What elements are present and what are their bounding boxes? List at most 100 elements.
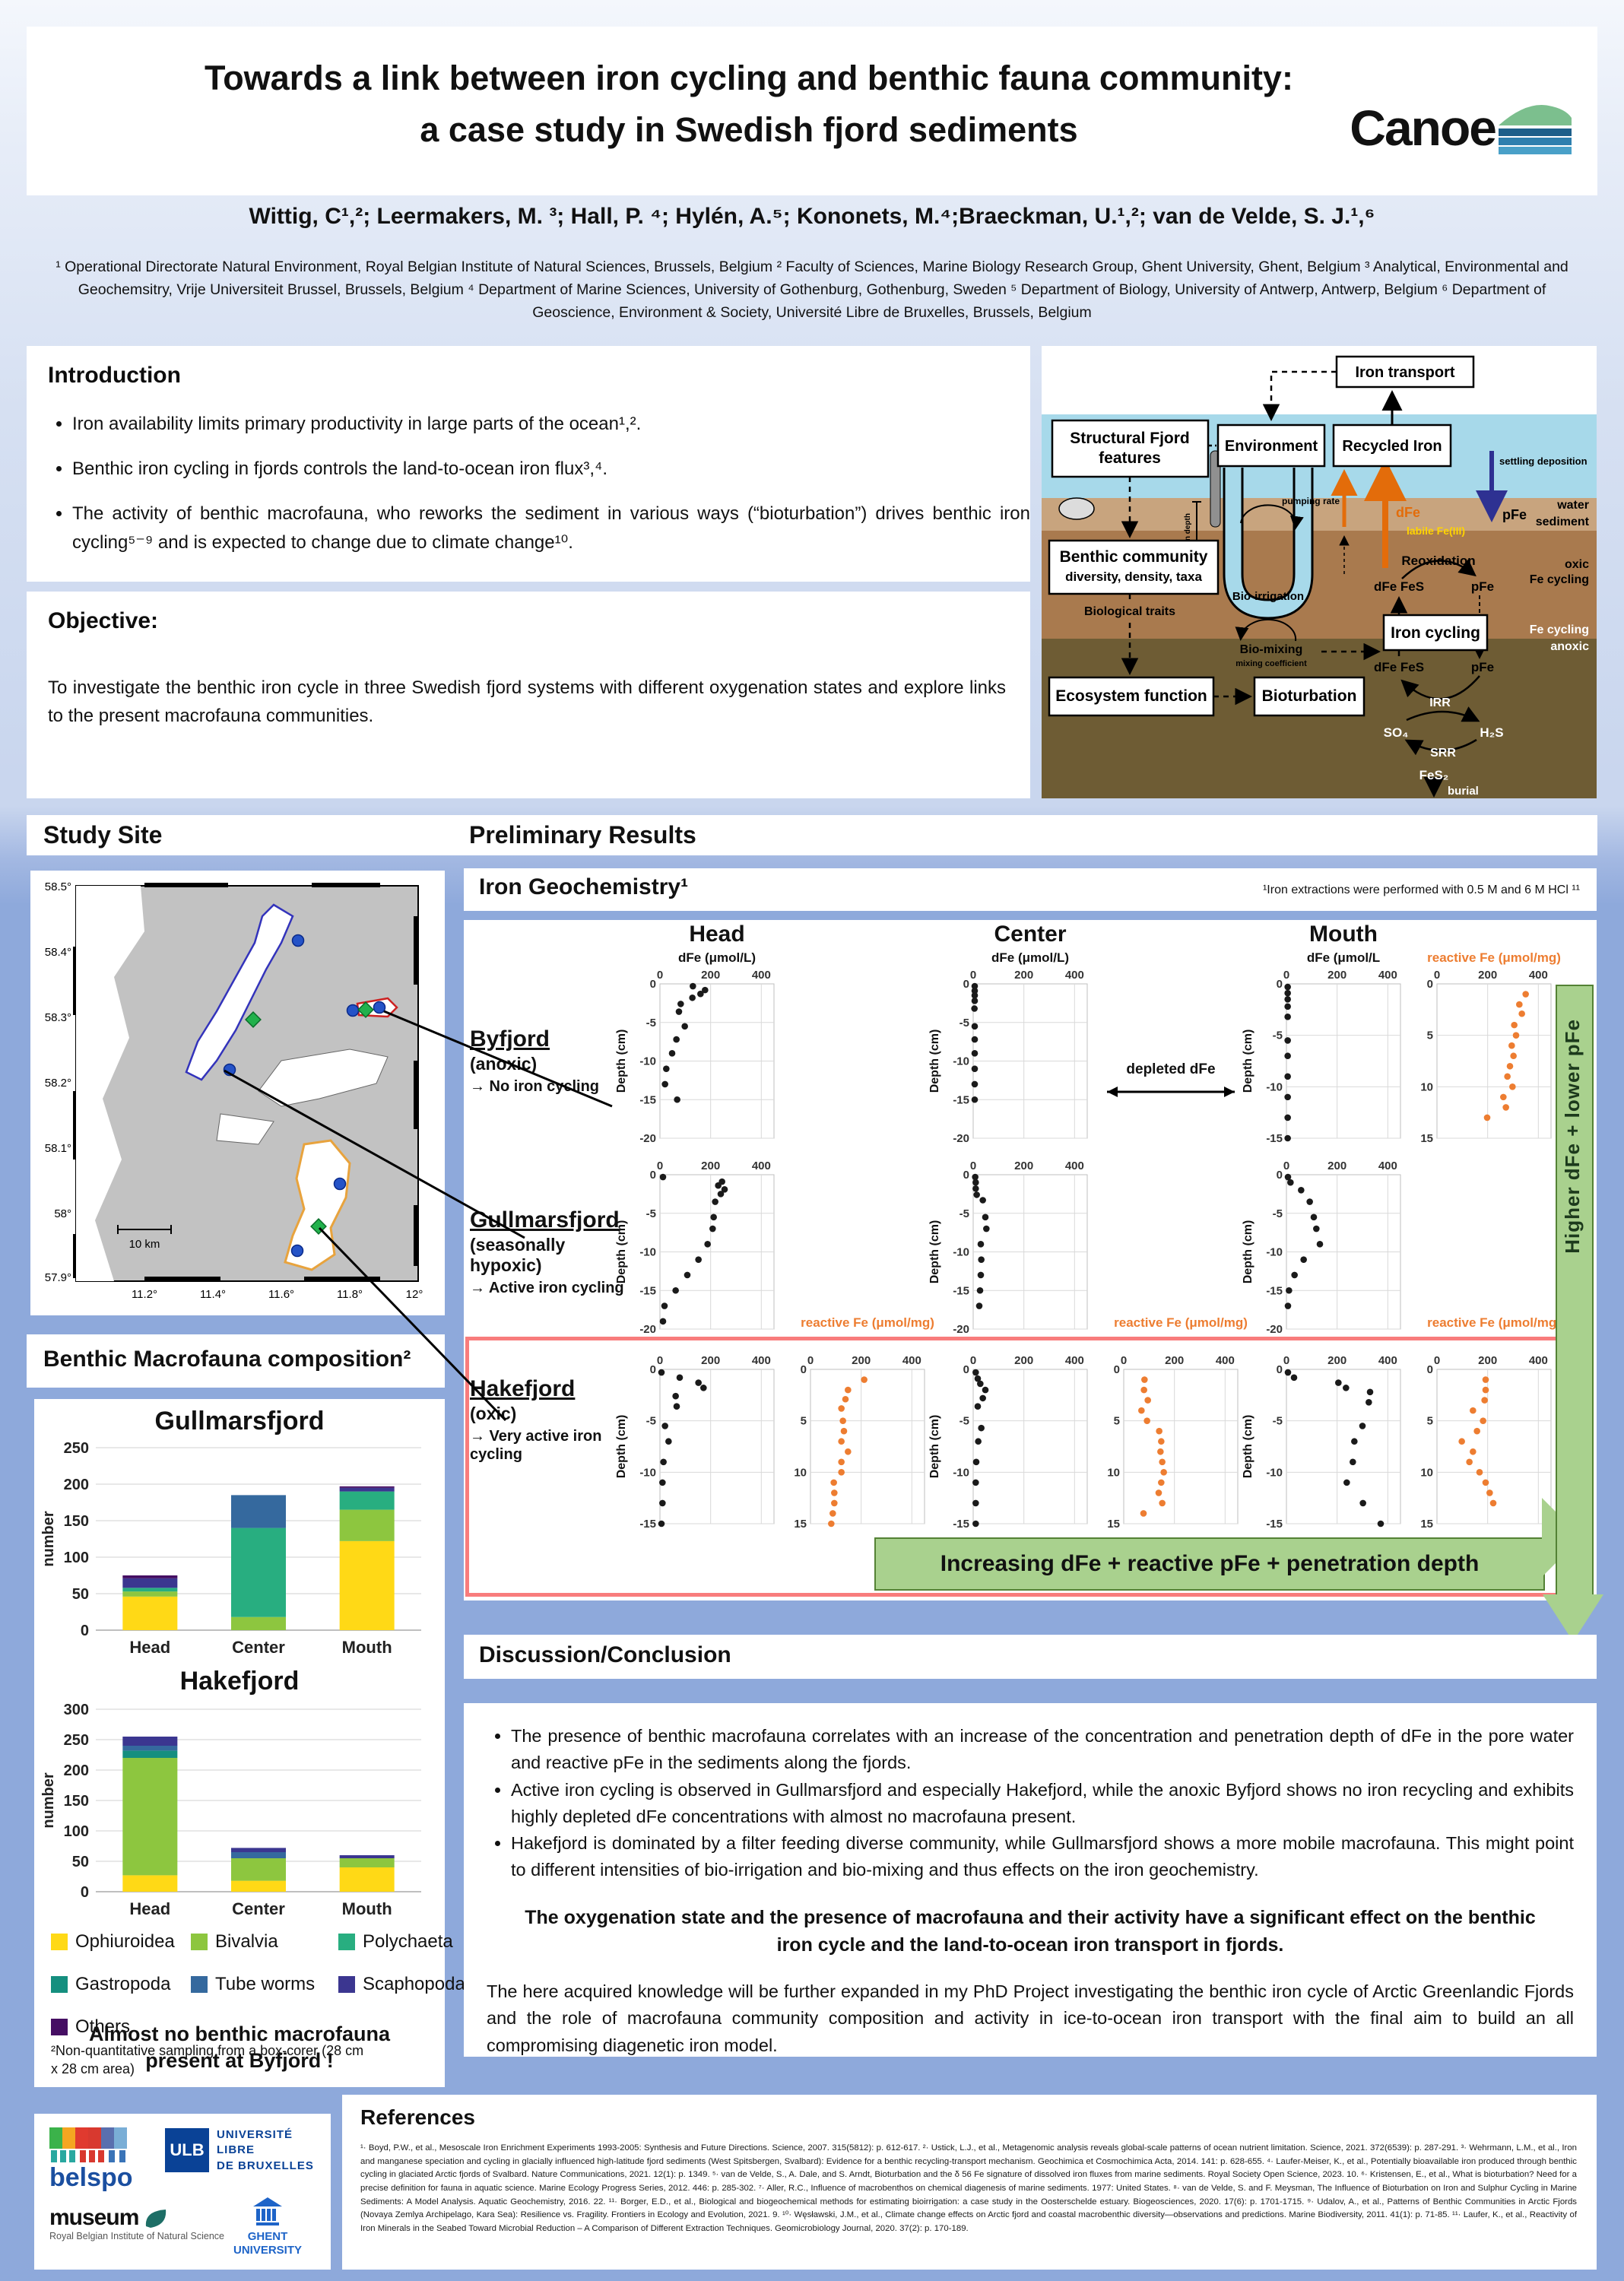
diagram-ecosystem: Ecosystem function (1055, 687, 1207, 705)
plot-hakefjord-center-dfe: 0 200 400 0 -5 -10 -15 Depth (cm) (928, 1350, 1092, 1535)
svg-text:5: 5 (1427, 1415, 1433, 1428)
worm-icon (1210, 450, 1221, 528)
affiliations: ¹ Operational Directorate Natural Enviro… (56, 259, 1568, 322)
svg-text:-20: -20 (953, 1323, 969, 1336)
page-title-line2: a case study in Swedish fjord sediments (420, 109, 1078, 149)
map-lat-4: 58.1° (45, 1142, 71, 1155)
svg-text:-5: -5 (1273, 1415, 1283, 1428)
diagram-labile: labile Fe(III) (1407, 525, 1465, 537)
gullmarsfjord-bar-chart: 0 50 100 150 200 250 Head Center Mouth number (38, 1439, 433, 1664)
svg-text:-15: -15 (1266, 1518, 1283, 1531)
svg-text:5: 5 (801, 1415, 807, 1428)
title-panel: Towards a link between iron cycling and … (27, 27, 1597, 195)
diagram-fe-cycling-anoxic: Fe cycling (1530, 623, 1589, 636)
diagram-pfe-top: pFe (1502, 507, 1527, 522)
higher-dfe-arrow-body (1556, 985, 1594, 1596)
hakefjord-bar-chart: 0 50 100 150 200 250 300 Head Center Mouth number (38, 1700, 433, 1926)
station-mouth: Mouth (1309, 922, 1378, 947)
diagram-benthic-2: diversity, density, taxa (1065, 569, 1202, 584)
logos-panel: belspo ULB UNIVERSITÉ LIBRE DE BRUXELLES… (34, 2114, 331, 2270)
macrofauna-bar: Benthic Macrofauna composition² (27, 1334, 445, 1388)
map-lat-2: 58.3° (45, 1011, 71, 1024)
svg-text:-10: -10 (953, 1055, 969, 1068)
svg-text:0: 0 (650, 1363, 656, 1376)
svg-text:0: 0 (1277, 1169, 1283, 1182)
canoe-logo-icon (1499, 105, 1572, 154)
svg-text:150: 150 (64, 1513, 89, 1530)
map-lon-4: 12° (406, 1288, 423, 1301)
objective-text: To investigate the benthic iron cycle in… (48, 677, 1006, 727)
svg-text:-15: -15 (639, 1518, 656, 1531)
museum-logo-text: museum (49, 2205, 139, 2230)
canoe-logo: Canoe (1350, 95, 1575, 160)
museum-logo: museum Royal Belgian Institute of Natura… (49, 2205, 224, 2241)
legend-polychaeta: Polychaeta (338, 1931, 475, 1953)
svg-text:200: 200 (1014, 1160, 1033, 1172)
diagram-so4: SO₄ (1384, 725, 1409, 740)
svg-text:400: 400 (902, 1354, 921, 1367)
svg-text:400: 400 (752, 1354, 771, 1367)
plot-hakefjord-mouth-dfe: 0 200 400 0 -5 -10 -15 Depth (cm) (1242, 1350, 1405, 1535)
svg-text:200: 200 (852, 1354, 871, 1367)
legend-chip (51, 1934, 68, 1950)
diagram-recycled-iron: Recycled Iron (1342, 438, 1442, 455)
intro-bullet-1: Iron availability limits primary product… (72, 410, 1030, 438)
map-lon-3: 11.8° (337, 1288, 363, 1301)
plot-hakefjord-head-dfe: 0 200 400 0 -5 -10 -15 Depth (cm) (615, 1350, 779, 1535)
svg-text:-10: -10 (1266, 1466, 1283, 1479)
svg-text:0: 0 (1283, 1160, 1289, 1172)
svg-text:0: 0 (963, 1169, 969, 1182)
ulb-logo: ULB UNIVERSITÉ LIBRE DE BRUXELLES (165, 2127, 314, 2174)
intro-bullet-2: Benthic iron cycling in fjords controls … (72, 455, 1030, 483)
reactive-axis-col2: reactive Fe (μmol/mg) (1114, 1315, 1248, 1330)
map-lat-3: 58.2° (45, 1077, 71, 1090)
svg-text:-5: -5 (646, 1017, 656, 1029)
svg-text:Mouth: Mouth (342, 1638, 392, 1657)
svg-text:number: number (40, 1772, 57, 1829)
belspo-logo: belspo (49, 2127, 141, 2191)
svg-text:200: 200 (1478, 969, 1497, 982)
svg-text:0: 0 (963, 978, 969, 991)
diagram-bioturbation: Bioturbation (1262, 687, 1357, 705)
plot-hakefjord-head-reactive: 0 200 400 0 5 10 15 (785, 1350, 929, 1535)
svg-text:-5: -5 (646, 1415, 656, 1428)
svg-text:-15: -15 (639, 1284, 656, 1297)
discussion-heading: Discussion/Conclusion (479, 1642, 731, 1667)
svg-text:10: 10 (1420, 1466, 1433, 1479)
macrofauna-legend: Ophiuroidea Bivalvia Polychaeta Gastropo… (51, 1931, 475, 2038)
svg-text:0: 0 (970, 1354, 976, 1367)
hakefjord-chart-title: Hakefjord (179, 1667, 300, 1696)
svg-text:150: 150 (64, 1793, 89, 1810)
svg-text:0: 0 (657, 1160, 663, 1172)
svg-text:0: 0 (1283, 1354, 1289, 1367)
svg-text:Head: Head (129, 1899, 170, 1918)
byfjord-note: Almost no benthic macrofauna present at … (88, 2022, 391, 2073)
svg-text:400: 400 (1529, 1354, 1548, 1367)
svg-text:200: 200 (1327, 1354, 1346, 1367)
map-lat-5: 58° (54, 1207, 71, 1220)
svg-text:0: 0 (1277, 978, 1283, 991)
svg-text:200: 200 (1014, 969, 1033, 982)
diagram-dfe-fes-1: dFe FeS (1374, 579, 1424, 594)
diagram-environment: Environment (1225, 438, 1318, 455)
study-site-map: 58.5° 58.4° 58.3° 58.2° 58.1° 58° 57.9° … (45, 880, 423, 1301)
diagram-oxic: oxic (1565, 558, 1589, 571)
svg-text:-5: -5 (1273, 1207, 1283, 1220)
dfe-axis-center: dFe (μmol/L) (991, 950, 1069, 965)
svg-text:0: 0 (970, 969, 976, 982)
objective-heading: Objective: (48, 608, 159, 633)
svg-text:400: 400 (1216, 1354, 1235, 1367)
svg-text:250: 250 (64, 1440, 89, 1457)
diagram-reoxidation: Reoxidation (1401, 554, 1475, 568)
reactive-axis-col3: reactive Fe (μmol/mg) (1427, 1315, 1561, 1330)
iron-cycle-diagram: attenuation depth (1042, 346, 1597, 798)
map-lat-0: 58.5° (45, 880, 71, 893)
diagram-pumping: pumping rate (1282, 496, 1340, 506)
legend-others: Others (51, 2016, 188, 2038)
svg-text:-5: -5 (959, 1207, 969, 1220)
plot-byfjord-mouth-reactive: 0 200 400 0 5 10 15 (1411, 964, 1556, 1150)
map-panel: 58.5° 58.4° 58.3° 58.2° 58.1° 58° 57.9° … (30, 871, 445, 1315)
svg-text:Depth (cm): Depth (cm) (1242, 1220, 1254, 1284)
reactive-axis-byfjord: reactive Fe (μmol/mg) (1427, 950, 1561, 965)
authors-line: Wittig, C¹,²; Leermakers, M. ³; Hall, P.… (249, 204, 1375, 229)
